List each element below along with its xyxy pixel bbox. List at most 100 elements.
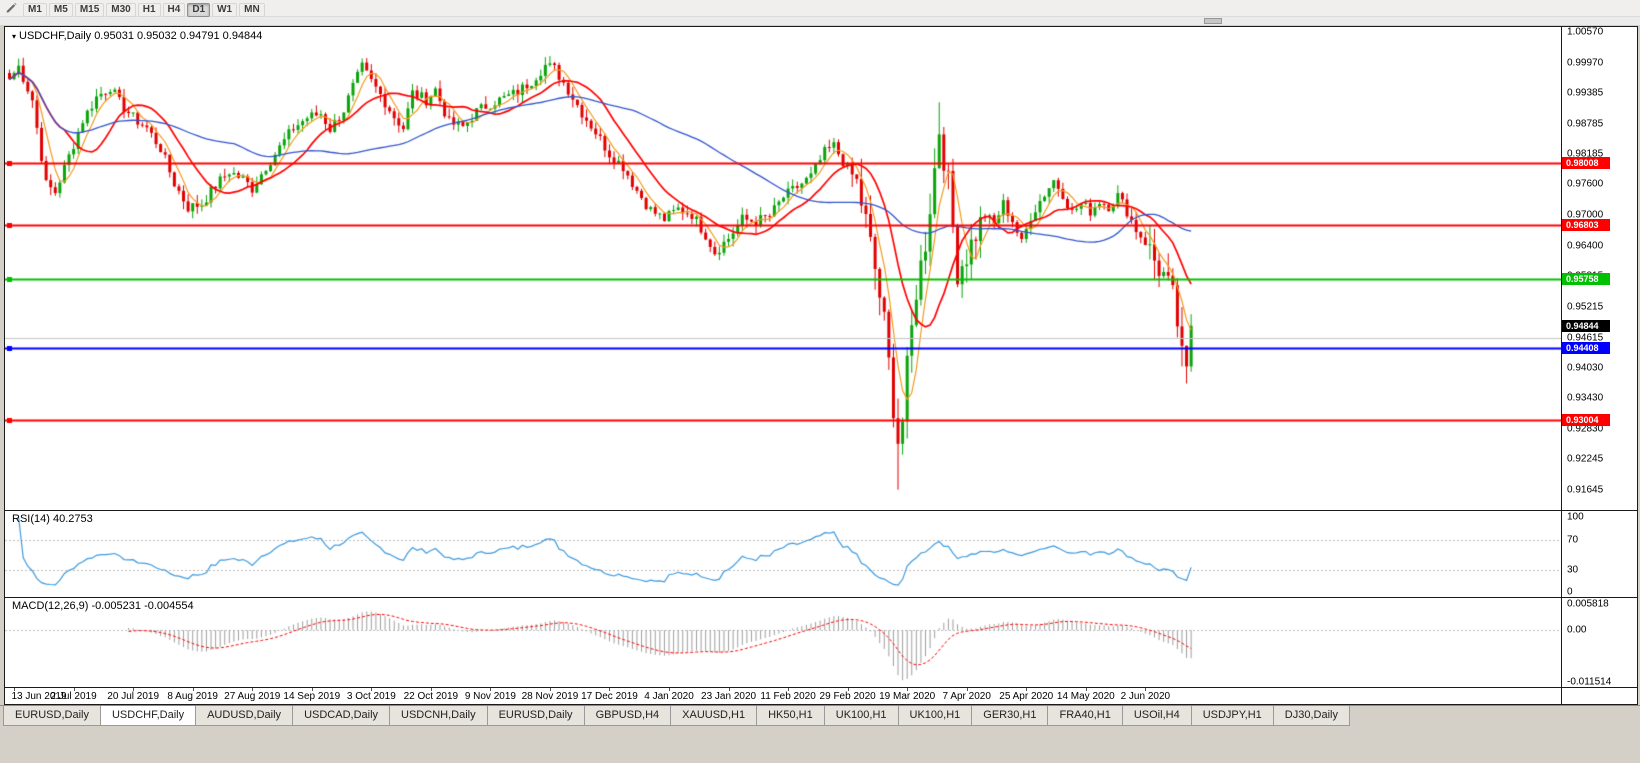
date-tick-mark bbox=[788, 688, 790, 691]
chart-tab-gbpusd-h4[interactable]: GBPUSD,H4 bbox=[583, 706, 672, 726]
date-tick-label: 11 Feb 2020 bbox=[760, 691, 816, 702]
date-tick-mark bbox=[192, 688, 194, 691]
timeframe-button-m5[interactable]: M5 bbox=[48, 2, 73, 17]
hline-price-badge: 0.93004 bbox=[1562, 414, 1610, 427]
chart-tab-uk100-h1[interactable]: UK100,H1 bbox=[897, 706, 973, 726]
panel-separator[interactable] bbox=[5, 510, 1637, 511]
date-tick-label: 7 Apr 2020 bbox=[942, 691, 991, 702]
date-tick-label: 23 Jan 2020 bbox=[701, 691, 757, 702]
chart-tab-dj30-daily[interactable]: DJ30,Daily bbox=[1272, 706, 1350, 726]
date-tick-label: 22 Oct 2019 bbox=[403, 691, 459, 702]
chart-tab-xauusd-h1[interactable]: XAUUSD,H1 bbox=[670, 706, 758, 726]
date-tick-mark bbox=[847, 688, 849, 691]
chart-horizontal-scrollbar[interactable] bbox=[0, 17, 1640, 26]
chart-tab-hk50-h1[interactable]: HK50,H1 bbox=[756, 706, 825, 726]
price-chart-canvas[interactable] bbox=[5, 27, 1561, 510]
macd-level-label: 0.00 bbox=[1567, 624, 1587, 636]
chart-title: ▾ USDCHF,Daily 0.95031 0.95032 0.94791 0.… bbox=[12, 30, 262, 42]
price-tick-label: 0.94030 bbox=[1567, 362, 1604, 374]
chart-window: ▾ USDCHF,Daily 0.95031 0.95032 0.94791 0.… bbox=[4, 26, 1638, 705]
price-tick-label: 0.94615 bbox=[1567, 332, 1604, 344]
price-tick-label: 0.98185 bbox=[1567, 148, 1604, 160]
dropdown-caret-icon[interactable]: ▾ bbox=[12, 32, 17, 41]
timeframe-button-m15[interactable]: M15 bbox=[74, 2, 105, 17]
date-tick-label: 4 Jan 2020 bbox=[644, 691, 694, 702]
date-tick-mark bbox=[14, 688, 16, 691]
hline-price-badge: 0.96803 bbox=[1562, 219, 1610, 232]
price-tick-label: 0.99970 bbox=[1567, 57, 1604, 69]
price-tick-label: 0.98785 bbox=[1567, 118, 1604, 130]
rsi-level-label: 100 bbox=[1567, 511, 1584, 523]
date-tick-mark bbox=[1026, 688, 1028, 691]
date-tick-label: 2 Jun 2020 bbox=[1120, 691, 1171, 702]
date-tick-mark bbox=[1085, 688, 1087, 691]
chart-tab-uk100-h1[interactable]: UK100,H1 bbox=[823, 706, 899, 726]
rsi-indicator-canvas[interactable] bbox=[5, 511, 1561, 597]
macd-indicator-canvas[interactable] bbox=[5, 598, 1561, 687]
price-axis-separator bbox=[1561, 27, 1562, 704]
date-tick-label: 29 Feb 2020 bbox=[819, 691, 876, 702]
date-tick-mark bbox=[252, 688, 254, 691]
date-axis: 13 Jun 2019 2 Jul 2019 20 Jul 2019 8 Aug 20… bbox=[5, 688, 1561, 704]
timeframe-button-d1[interactable]: D1 bbox=[187, 2, 211, 17]
date-tick-mark bbox=[907, 688, 909, 691]
price-tick-label: 0.96400 bbox=[1567, 240, 1604, 252]
timeframe-button-h1[interactable]: H1 bbox=[137, 2, 161, 17]
timeframes-toolbar: M1 M5 M15 M30 H1 H4 D1 W1 MN bbox=[0, 0, 1640, 17]
current-price-badge: 0.94844 bbox=[1562, 319, 1610, 332]
panel-separator bbox=[5, 687, 1637, 688]
scrollbar-thumb[interactable] bbox=[1204, 18, 1222, 24]
hline-price-badge: 0.98008 bbox=[1562, 157, 1610, 170]
timeframe-button-w1[interactable]: W1 bbox=[212, 2, 238, 17]
price-tick-label: 0.92245 bbox=[1567, 453, 1604, 465]
date-tick-mark bbox=[609, 688, 611, 691]
date-tick-label: 17 Dec 2019 bbox=[581, 691, 638, 702]
chart-tab-eurusd-daily[interactable]: EURUSD,Daily bbox=[3, 706, 101, 726]
date-tick-label: 19 Mar 2020 bbox=[879, 691, 936, 702]
date-tick-label: 27 Aug 2019 bbox=[224, 691, 281, 702]
date-tick-label: 25 Apr 2020 bbox=[999, 691, 1054, 702]
date-tick-label: 9 Nov 2019 bbox=[464, 691, 516, 702]
macd-level-label: 0.005818 bbox=[1567, 598, 1609, 610]
timeframe-button-m30[interactable]: M30 bbox=[106, 2, 136, 17]
date-tick-mark bbox=[133, 688, 135, 691]
price-tick-label: 0.91645 bbox=[1567, 484, 1604, 496]
price-tick-label: 0.93430 bbox=[1567, 392, 1604, 404]
date-tick-label: 20 Jul 2019 bbox=[107, 691, 160, 702]
rsi-level-label: 30 bbox=[1567, 564, 1579, 575]
rsi-level-label: 0 bbox=[1567, 586, 1573, 598]
chart-tab-fra40-h1[interactable]: FRA40,H1 bbox=[1047, 706, 1123, 726]
macd-axis: 0.005818 0.00 -0.011514 bbox=[1562, 598, 1637, 688]
chart-tab-usdjpy-h1[interactable]: USDJPY,H1 bbox=[1190, 706, 1274, 726]
chart-tab-ger30-h1[interactable]: GER30,H1 bbox=[971, 706, 1049, 726]
chart-tab-usoil-h4[interactable]: USOil,H4 bbox=[1121, 706, 1192, 726]
date-tick-mark bbox=[966, 688, 968, 691]
pencil-tool-icon[interactable] bbox=[3, 1, 19, 15]
chart-tab-usdcad-daily[interactable]: USDCAD,Daily bbox=[292, 706, 391, 726]
chart-tab-usdchf-daily[interactable]: USDCHF,Daily bbox=[99, 706, 197, 726]
rsi-axis: 100 70 30 0 bbox=[1562, 511, 1637, 598]
price-tick-label: 1.00570 bbox=[1567, 26, 1604, 38]
macd-level-label: -0.011514 bbox=[1567, 676, 1612, 688]
chart-tab-eurusd-daily[interactable]: EURUSD,Daily bbox=[486, 706, 585, 726]
timeframe-button-m1[interactable]: M1 bbox=[23, 2, 47, 17]
chart-tab-audusd-daily[interactable]: AUDUSD,Daily bbox=[195, 706, 294, 726]
timeframe-buttons-group: M1 M5 M15 M30 H1 H4 D1 W1 MN bbox=[23, 0, 267, 17]
hline-price-badge: 0.94408 bbox=[1562, 342, 1610, 355]
date-tick-label: 3 Oct 2019 bbox=[346, 691, 396, 702]
date-tick-mark bbox=[728, 688, 730, 691]
rsi-level-label: 70 bbox=[1567, 534, 1579, 545]
timeframe-button-h4[interactable]: H4 bbox=[162, 2, 186, 17]
date-tick-mark bbox=[1145, 688, 1147, 691]
date-tick-mark bbox=[371, 688, 373, 691]
timeframe-button-mn[interactable]: MN bbox=[239, 2, 265, 17]
chart-tab-usdcnh-daily[interactable]: USDCNH,Daily bbox=[389, 706, 488, 726]
date-tick-label: 8 Aug 2019 bbox=[167, 691, 218, 702]
date-tick-label: 28 Nov 2019 bbox=[521, 691, 579, 702]
date-tick-label: 14 Sep 2019 bbox=[283, 691, 341, 702]
panel-separator[interactable] bbox=[5, 597, 1637, 598]
date-tick-mark bbox=[311, 688, 313, 691]
date-tick-mark bbox=[549, 688, 551, 691]
hline-price-badge: 0.95758 bbox=[1562, 272, 1610, 285]
